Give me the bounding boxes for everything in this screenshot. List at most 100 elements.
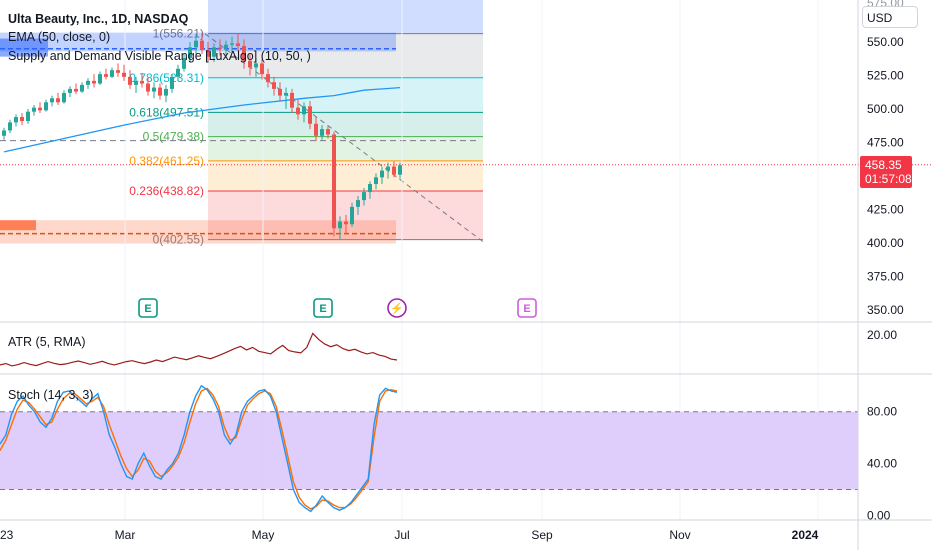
candle-body — [218, 47, 222, 49]
time-tick-label: Jul — [394, 528, 409, 542]
candle-body — [182, 58, 186, 69]
stoch-k-line — [0, 384, 398, 513]
candle-body — [386, 166, 390, 171]
candle-body — [278, 88, 282, 96]
candle-body — [104, 74, 108, 77]
candle-body — [272, 82, 276, 89]
candle-body — [170, 76, 174, 89]
candle-body — [38, 107, 42, 111]
fib-level-label: 0(402.55) — [153, 233, 204, 247]
supply-demand-zones — [0, 32, 396, 244]
candle-body — [20, 117, 24, 122]
price-tick-label: 350.00 — [867, 303, 904, 317]
candle-body — [164, 88, 168, 96]
demand-zone-profile — [0, 220, 36, 231]
candle-body — [8, 122, 12, 131]
candle-body — [98, 74, 102, 84]
stoch-tick-label: 0.00 — [867, 508, 891, 522]
candle-body — [62, 92, 66, 103]
candle-body — [332, 134, 336, 229]
candle-body — [296, 107, 300, 115]
candle-body — [92, 80, 96, 84]
time-tick-label: 23 — [0, 528, 14, 542]
candle-body — [260, 63, 264, 75]
candle-body — [56, 98, 60, 103]
dividend-icon: ⚡ — [390, 302, 404, 315]
stoch-pane: 0.00 40.00 80.00 — [0, 384, 897, 522]
earnings-marker — [517, 298, 537, 318]
candlestick-series[interactable] — [2, 32, 402, 239]
fib-trend-line — [204, 33, 484, 242]
atr-legend[interactable]: ATR (5, RMA) — [8, 335, 86, 349]
candle-body — [224, 44, 228, 49]
candle-body — [86, 80, 90, 85]
candle-body — [374, 177, 378, 185]
supply-demand-legend[interactable]: Supply and Demand Visible Range [LuxAlgo… — [8, 49, 311, 63]
price-tick-label: 400.00 — [867, 236, 904, 250]
stoch-tick-label: 40.00 — [867, 457, 897, 471]
ema-legend[interactable]: EMA (50, close, 0) — [8, 30, 111, 44]
price-tick-label: 550.00 — [867, 35, 904, 49]
candle-body — [248, 60, 252, 68]
currency-selector[interactable]: USD — [862, 6, 918, 28]
time-tick-label: Nov — [669, 528, 690, 542]
fib-zone — [208, 77, 483, 113]
earnings-marker — [313, 298, 333, 318]
time-tick-label: 2024 — [792, 528, 819, 542]
candle-body — [338, 221, 342, 229]
candle-body — [302, 106, 306, 115]
candle-body — [314, 123, 318, 136]
candle-body — [242, 46, 246, 61]
candle-body — [320, 129, 324, 136]
candle-body — [128, 76, 132, 85]
atr-tick-label: 20.00 — [867, 328, 897, 342]
earnings-marker-label: E — [319, 303, 326, 315]
bar-countdown: 01:57:08 — [865, 172, 912, 186]
candle-body — [152, 87, 156, 92]
earnings-markers[interactable]: E E ⚡ E — [138, 298, 537, 318]
candle-body — [134, 80, 138, 85]
candle-body — [368, 184, 372, 193]
fib-extension-zone — [208, 0, 483, 34]
fib-zone — [208, 112, 483, 137]
stoch-legend[interactable]: Stoch (14, 3, 3) — [8, 388, 94, 402]
fib-level-label: 1(556.21) — [153, 27, 204, 41]
candle-body — [116, 70, 120, 73]
last-price-value: 458.35 — [865, 158, 902, 172]
candle-body — [362, 192, 366, 201]
price-tick-label: 375.00 — [867, 270, 904, 284]
candle-body — [290, 92, 294, 108]
atr-pane: 20.00 — [0, 321, 932, 375]
candle-body — [122, 72, 126, 77]
candle-body — [188, 47, 192, 59]
candle-body — [14, 117, 18, 123]
candle-body — [392, 166, 396, 175]
fib-level-label: 0.382(461.25) — [129, 154, 204, 168]
candle-body — [176, 68, 180, 77]
stoch-tick-label: 80.00 — [867, 405, 897, 419]
candle-body — [398, 165, 402, 175]
chart-title: Ulta Beauty, Inc., 1D, NASDAQ — [8, 12, 189, 26]
time-tick-label: Sep — [531, 528, 553, 542]
candle-body — [200, 40, 204, 51]
fibonacci-retracement[interactable]: 0(402.55) 0.236(438.82) 0.382(461.25) 0.5(4… — [0, 0, 484, 247]
stoch-band — [0, 411, 858, 490]
dividend-marker — [387, 298, 407, 318]
candle-body — [74, 88, 78, 92]
stoch-d-line — [0, 387, 398, 510]
candle-body — [146, 83, 150, 92]
candle-body — [230, 43, 234, 45]
fib-zone — [208, 33, 483, 78]
earnings-marker — [138, 298, 158, 318]
price-tick-label: 500.00 — [867, 102, 904, 116]
fib-level-label: 0.236(438.82) — [129, 184, 204, 198]
candle-body — [254, 63, 258, 68]
price-tick-label-partial: 575.00 — [867, 0, 904, 10]
price-tick-label: 525.00 — [867, 69, 904, 83]
candle-body — [140, 80, 144, 84]
candle-body — [380, 170, 384, 178]
candle-body — [308, 106, 312, 124]
candle-body — [68, 88, 72, 93]
price-tick-label: 475.00 — [867, 136, 904, 150]
candle-body — [194, 40, 198, 48]
